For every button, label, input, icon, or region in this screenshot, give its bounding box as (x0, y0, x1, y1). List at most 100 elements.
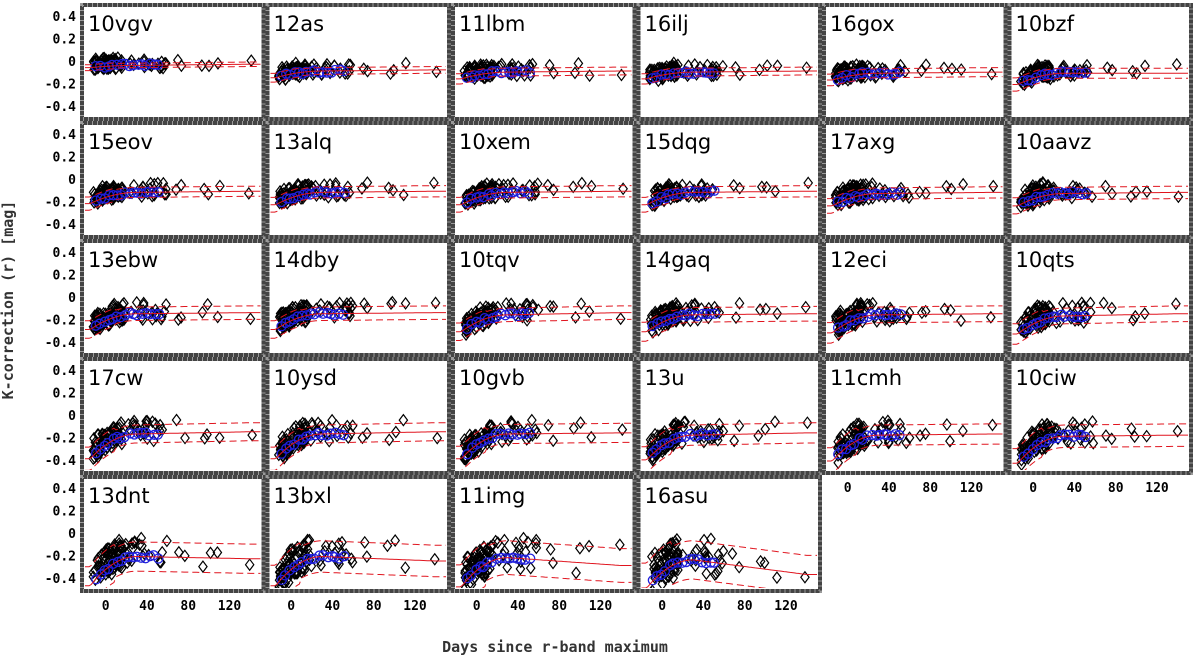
fit-upper-line (456, 185, 632, 198)
template-diamond (760, 422, 771, 436)
fit-mean-line (270, 312, 446, 330)
panel-12as: 12as (265, 3, 451, 121)
panel-background (636, 357, 822, 475)
template-diamond (663, 540, 674, 554)
template-diamond (645, 433, 656, 447)
panel-plot-area (85, 295, 261, 339)
x-tick-label: 120 (403, 599, 427, 614)
panel-16ilj: 16ilj (636, 3, 822, 121)
template-diamond (830, 309, 841, 323)
template-diamond (280, 553, 291, 567)
template-diamond (730, 60, 741, 74)
y-tick-label: 0 (68, 291, 76, 306)
object-circle (337, 309, 349, 320)
template-diamond (668, 439, 679, 453)
object-circle (153, 553, 164, 564)
template-diamond (882, 431, 893, 445)
x-tick-label: 120 (960, 481, 984, 496)
panel-11cmh: 11cmh (822, 357, 1008, 475)
template-diamond (876, 421, 887, 435)
template-diamond (545, 299, 555, 313)
panel-frame-ticks (451, 475, 637, 593)
x-tick-label: 80 (1108, 481, 1124, 496)
template-diamond (895, 58, 906, 72)
object-circle (302, 553, 313, 565)
template-diamond (883, 435, 894, 449)
template-diamond (282, 427, 293, 441)
y-tick-label: 0.4 (53, 128, 77, 143)
template-diamond (673, 419, 683, 433)
panel-11lbm: 11lbm (451, 3, 637, 121)
template-diamond (772, 571, 782, 585)
fit-lower-line (1012, 198, 1188, 215)
template-diamond (515, 423, 526, 437)
template-diamond (568, 421, 579, 435)
template-diamond (173, 313, 184, 327)
object-circle (1080, 431, 1091, 443)
template-diamond (772, 307, 783, 321)
template-diamond (660, 572, 671, 586)
template-diamond (942, 418, 952, 432)
fit-lower-line (641, 74, 817, 85)
panel-title: 14gaq (645, 248, 711, 272)
template-diamond (477, 556, 488, 570)
template-diamond (1076, 421, 1087, 435)
panel-frame-ticks (636, 3, 822, 121)
object-circle (705, 308, 716, 320)
panel-title: 12eci (830, 248, 887, 272)
panel-15dqg: 15dqg (636, 121, 822, 239)
template-diamond (324, 421, 335, 435)
panel-frame-ticks (265, 121, 451, 239)
panel-frame-ticks (1007, 239, 1193, 357)
y-tick-label: -0.2 (45, 196, 76, 211)
panel-plot-area (827, 58, 1003, 88)
template-diamond (1171, 57, 1182, 71)
template-diamond (1085, 305, 1096, 319)
panel-frame-ticks (80, 121, 266, 239)
template-diamond (1172, 424, 1183, 438)
template-diamond (680, 415, 690, 429)
template-diamond (1141, 429, 1152, 443)
template-diamond (390, 533, 401, 547)
panel-16gox: 16gox (822, 3, 1008, 121)
template-diamond (337, 535, 347, 549)
template-diamond (956, 314, 966, 328)
object-circle (685, 185, 696, 197)
y-tick-label: -0.4 (45, 218, 76, 233)
template-diamond (245, 312, 256, 326)
template-diamond (460, 436, 471, 450)
template-diamond (362, 176, 373, 190)
template-diamond (1026, 188, 1037, 202)
y-tick-label: 0.2 (53, 269, 76, 284)
panel-background (265, 239, 451, 357)
object-circle (136, 188, 147, 199)
x-tick-label: 80 (366, 599, 382, 614)
object-circle (709, 185, 720, 196)
y-tick-label: 0 (68, 55, 76, 70)
template-diamond (296, 300, 307, 314)
template-diamond (531, 541, 542, 555)
template-diamond (361, 550, 372, 564)
template-diamond (570, 310, 581, 324)
fit-upper-line (85, 185, 261, 198)
object-circle (523, 307, 535, 319)
template-diamond (1079, 417, 1090, 431)
object-circle (1072, 311, 1083, 322)
x-tick-label: 80 (180, 599, 196, 614)
panel-frame-ticks (1007, 121, 1193, 239)
template-diamond (1015, 195, 1026, 209)
panel-frame-ticks (636, 357, 822, 475)
panel-frame-ticks (451, 357, 637, 475)
object-circle (94, 318, 105, 329)
template-diamond (833, 328, 844, 342)
template-diamond (129, 535, 140, 549)
template-diamond (1131, 185, 1141, 199)
template-diamond (665, 537, 676, 551)
template-diamond (1039, 193, 1050, 207)
panel-10vgv: 10vgv (80, 3, 266, 121)
fit-mean-line (641, 559, 817, 588)
template-diamond (171, 413, 182, 427)
template-diamond (339, 188, 350, 202)
template-diamond (875, 182, 885, 196)
object-circle (150, 308, 161, 320)
